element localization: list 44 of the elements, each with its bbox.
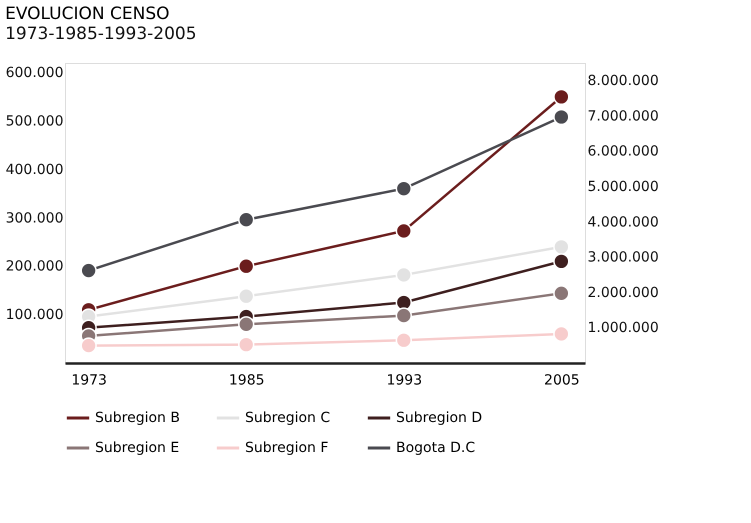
point bbox=[553, 88, 570, 106]
y-tick-label: 200.000 bbox=[6, 258, 64, 275]
y2-tick-label: 2.000.000 bbox=[588, 284, 659, 301]
y-tick-label: 300.000 bbox=[6, 210, 64, 226]
chart-title: EVOLUCION CENSO bbox=[5, 4, 170, 24]
y2-tick-label: 4.000.000 bbox=[588, 214, 659, 230]
legend-label: Subregion F bbox=[245, 440, 328, 456]
y2-tick-label: 5.000.000 bbox=[588, 179, 659, 196]
point bbox=[553, 108, 570, 126]
y-tick-label: 100.000 bbox=[6, 307, 64, 324]
legend-label: Subregion B bbox=[95, 410, 180, 426]
point bbox=[238, 288, 254, 304]
y2-tick-label: 1.000.000 bbox=[588, 320, 659, 336]
point bbox=[238, 212, 254, 228]
y2-tick-label: 8.000.000 bbox=[588, 73, 659, 90]
x-tick-label: 1973 bbox=[71, 372, 107, 388]
chart-subtitle: 1973-1985-1993-2005 bbox=[5, 24, 197, 44]
y2-tick-label: 7.000.000 bbox=[588, 108, 659, 124]
point bbox=[396, 307, 412, 324]
legend-label: Subregion C bbox=[245, 410, 330, 426]
point bbox=[396, 266, 412, 284]
point bbox=[238, 336, 254, 353]
y2-tick-label: 3.000.000 bbox=[588, 250, 659, 266]
y2-tick-label: 6.000.000 bbox=[588, 144, 659, 160]
point bbox=[553, 285, 570, 302]
y-tick-label: 400.000 bbox=[6, 162, 64, 178]
point bbox=[238, 316, 254, 332]
x-tick-label: 2005 bbox=[544, 372, 580, 388]
point bbox=[238, 258, 254, 274]
point bbox=[396, 180, 412, 197]
point bbox=[553, 238, 570, 256]
point bbox=[396, 222, 412, 240]
x-tick-label: 1985 bbox=[228, 372, 265, 388]
x-tick-label: 1993 bbox=[386, 372, 422, 388]
point bbox=[396, 332, 412, 348]
point bbox=[553, 253, 570, 270]
point bbox=[80, 337, 97, 354]
point bbox=[80, 262, 97, 279]
point bbox=[553, 326, 570, 342]
legend-label: Bogota D.C bbox=[396, 440, 476, 456]
legend-label: Subregion E bbox=[95, 440, 180, 456]
y-tick-label: 600.000 bbox=[6, 65, 64, 82]
y-tick-label: 500.000 bbox=[6, 114, 64, 130]
legend-label: Subregion D bbox=[396, 410, 482, 426]
